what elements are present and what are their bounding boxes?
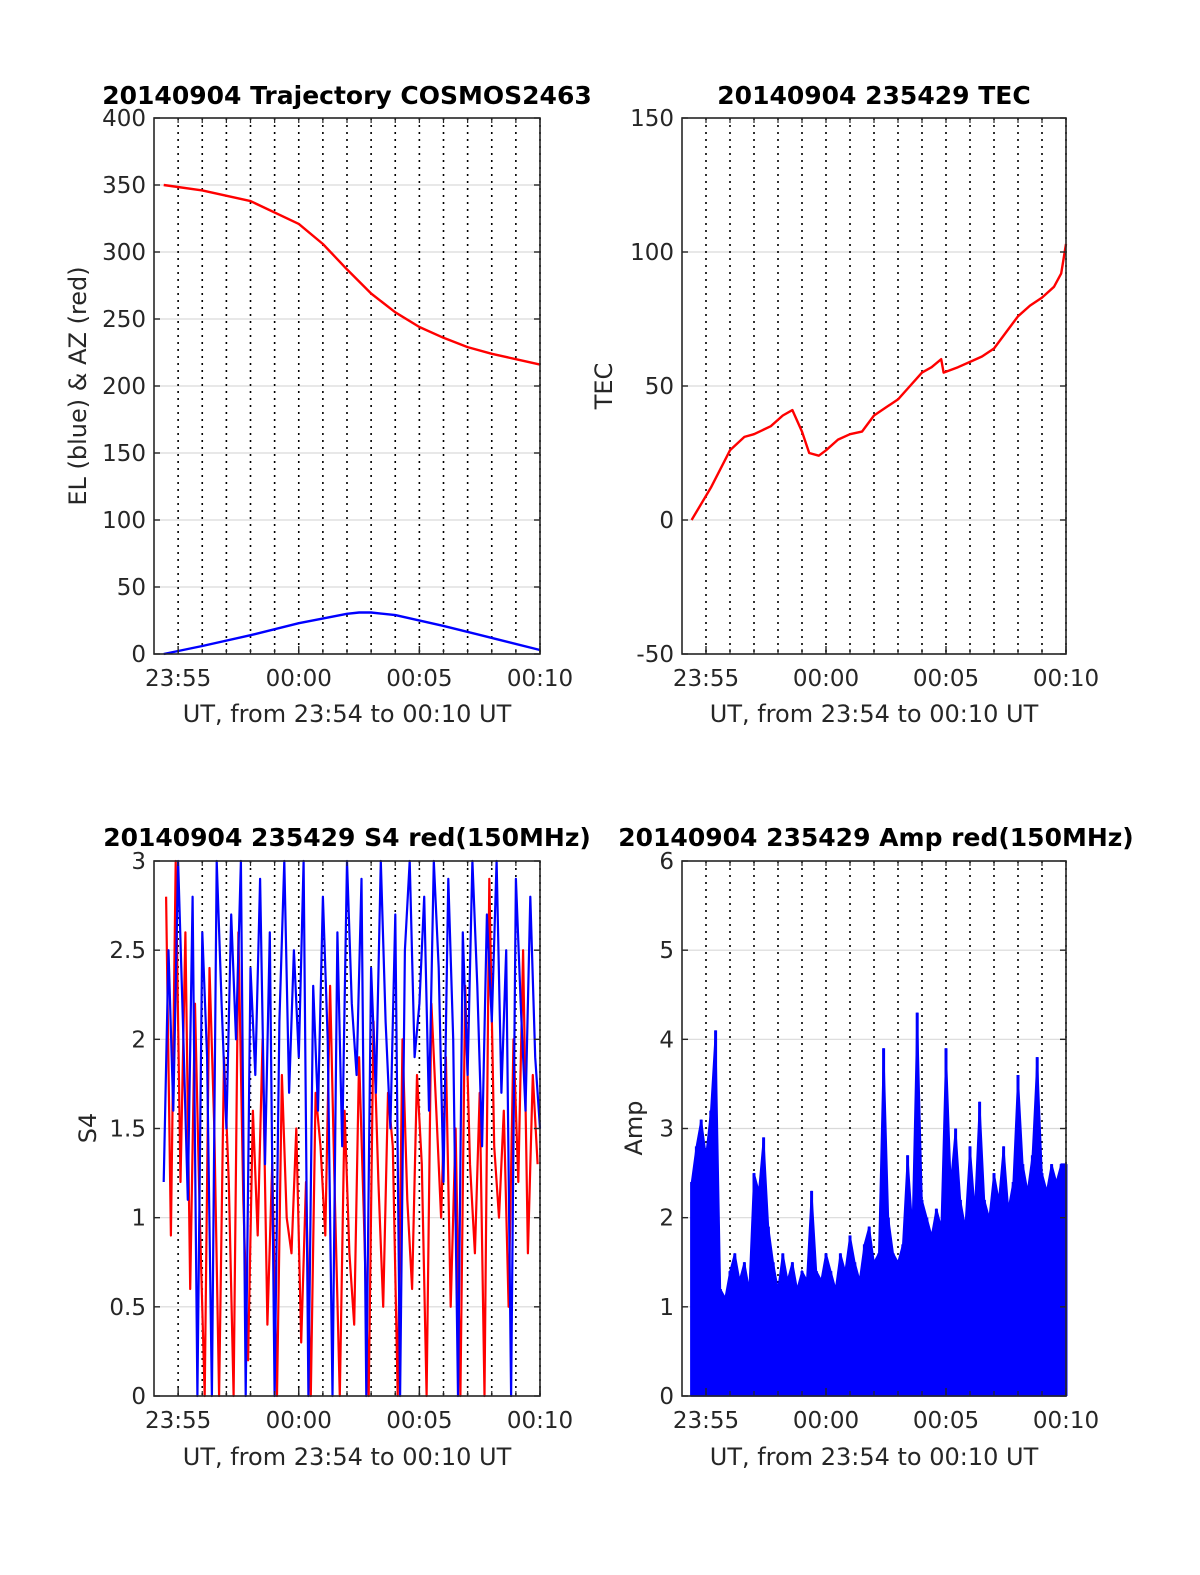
- plot-title: 20140904 235429 S4 red(150MHz): [103, 823, 591, 852]
- series-area: [690, 1012, 1067, 1397]
- y-tick-label: 150: [630, 106, 674, 132]
- x-axis-label: UT, from 23:54 to 00:10 UT: [710, 1443, 1039, 1471]
- y-tick-label: 1: [131, 1206, 146, 1232]
- y-tick-label: 6: [659, 849, 674, 875]
- series-line-red: [690, 243, 1068, 521]
- y-tick-label: 3: [659, 1117, 674, 1143]
- y-tick-label: 4: [659, 1027, 674, 1053]
- plot-title: 20140904 Trajectory COSMOS2463: [102, 81, 592, 110]
- y-tick-label: 300: [102, 240, 146, 266]
- y-tick-label: 2: [131, 1027, 146, 1053]
- x-tick-label: 23:55: [145, 666, 211, 692]
- y-tick-label: 2: [659, 1206, 674, 1232]
- y-tick-label: 50: [645, 374, 674, 400]
- series-line-blue: [163, 611, 541, 656]
- x-tick-label: 23:55: [145, 1408, 211, 1434]
- x-tick-label: 00:05: [386, 666, 452, 692]
- y-tick-label: 0: [131, 642, 146, 668]
- y-tick-label: 1: [659, 1295, 674, 1321]
- panel-s4: 0 0.5 1 1.5 2 2.5 3 23:55 00:00 00:05 00:10 201409…: [74, 823, 591, 1471]
- y-tick-label: 0: [659, 508, 674, 534]
- y-tick-label: 200: [102, 374, 146, 400]
- y-tick-label: 100: [102, 508, 146, 534]
- y-tick-label: 0: [659, 1384, 674, 1410]
- x-tick-label: 00:10: [507, 1408, 573, 1434]
- y-axis-label: Amp: [620, 1100, 648, 1155]
- series-line-red: [165, 859, 539, 1398]
- y-tick-label: 0.5: [109, 1295, 146, 1321]
- x-tick-label: 00:05: [913, 1408, 979, 1434]
- x-tick-label: 23:55: [673, 666, 739, 692]
- x-axis-label: UT, from 23:54 to 00:10 UT: [710, 700, 1039, 728]
- x-tick-label: 00:10: [507, 666, 573, 692]
- y-tick-label: 250: [102, 307, 146, 333]
- x-axis-label: UT, from 23:54 to 00:10 UT: [183, 1443, 512, 1471]
- series-line-blue: [162, 859, 542, 1398]
- x-tick-label: 00:05: [913, 666, 979, 692]
- x-tick-label: 00:00: [793, 666, 859, 692]
- y-axis-label: S4: [74, 1113, 102, 1144]
- panel-tec: -50 0 50 100 150 23:55 00:00 00:05 00:10 2014090…: [590, 81, 1099, 728]
- x-tick-label: 00:05: [386, 1408, 452, 1434]
- y-axis-label: EL (blue) & AZ (red): [64, 266, 92, 505]
- y-tick-label: 100: [630, 240, 674, 266]
- x-tick-label: 00:00: [266, 1408, 332, 1434]
- x-tick-label: 23:55: [673, 1408, 739, 1434]
- y-tick-label: 150: [102, 441, 146, 467]
- series-line-red: [163, 183, 541, 366]
- plot-title: 20140904 235429 Amp red(150MHz): [618, 823, 1134, 852]
- y-tick-label: 0: [131, 1384, 146, 1410]
- y-tick-label: -50: [636, 642, 674, 668]
- y-tick-label: 1.5: [109, 1117, 146, 1143]
- panel-trajectory: 0 50 100 150 200 250 300 350 400 23:55 00:00 00:05 0…: [64, 81, 592, 728]
- x-axis-label: UT, from 23:54 to 00:10 UT: [183, 700, 512, 728]
- y-tick-label: 5: [659, 938, 674, 964]
- y-tick-label: 50: [117, 575, 146, 601]
- y-tick-label: 350: [102, 173, 146, 199]
- x-tick-label: 00:10: [1033, 666, 1099, 692]
- plot-title: 20140904 235429 TEC: [717, 81, 1030, 110]
- x-tick-label: 00:10: [1033, 1408, 1099, 1434]
- y-axis-label: TEC: [590, 363, 618, 411]
- panel-amp: 0 1 2 3 4 5 6 23:55 00:00 00:05 00:10 20140904 235…: [618, 823, 1134, 1471]
- y-tick-label: 400: [102, 106, 146, 132]
- y-tick-label: 2.5: [109, 938, 146, 964]
- x-tick-label: 00:00: [266, 666, 332, 692]
- x-tick-label: 00:00: [793, 1408, 859, 1434]
- y-tick-label: 3: [131, 849, 146, 875]
